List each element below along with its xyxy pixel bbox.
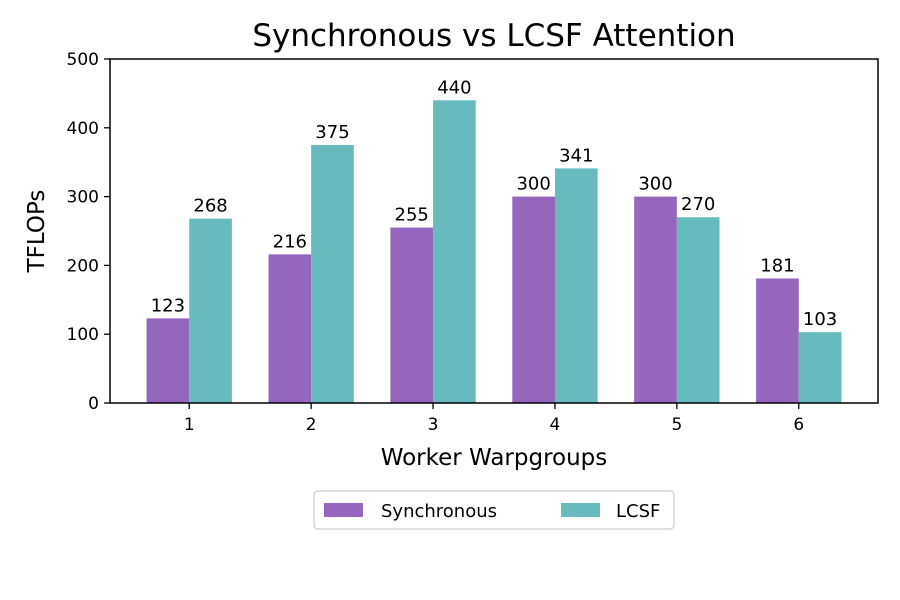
x-tick-label: 3 bbox=[428, 415, 439, 435]
y-tick-label: 0 bbox=[88, 394, 99, 414]
bar-value-label-lcsf-1: 268 bbox=[193, 196, 227, 217]
legend: Synchronous LCSF bbox=[313, 490, 675, 530]
bar-synchronous-3 bbox=[390, 227, 434, 403]
x-axis-label: Worker Warpgroups bbox=[381, 445, 608, 471]
bar-synchronous-5 bbox=[634, 196, 677, 403]
x-tick-label: 1 bbox=[184, 415, 195, 435]
bar-value-label-lcsf-2: 375 bbox=[315, 122, 349, 143]
bar-synchronous-2 bbox=[268, 254, 312, 403]
legend-label-synchronous: Synchronous bbox=[381, 501, 497, 522]
y-tick-label: 500 bbox=[67, 50, 99, 70]
bar-lcsf-5 bbox=[676, 217, 720, 403]
bar-lcsf-3 bbox=[433, 100, 476, 403]
bar-value-label-lcsf-3: 440 bbox=[437, 77, 471, 98]
bar-value-label-synchronous-4: 300 bbox=[516, 174, 550, 195]
x-tick-label: 4 bbox=[550, 415, 561, 435]
bar-synchronous-6 bbox=[756, 278, 799, 403]
legend-swatch-lcsf bbox=[561, 503, 600, 517]
bar-lcsf-6 bbox=[798, 332, 842, 403]
x-tick-label: 2 bbox=[306, 415, 317, 435]
y-axis-label: TFLOPs bbox=[24, 190, 50, 274]
bar-lcsf-4 bbox=[554, 168, 598, 403]
bar-value-label-synchronous-6: 181 bbox=[760, 255, 794, 276]
y-tick-label: 300 bbox=[67, 188, 99, 208]
legend-label-lcsf: LCSF bbox=[616, 501, 660, 522]
bar-synchronous-4 bbox=[512, 196, 555, 403]
y-tick-label: 400 bbox=[67, 119, 99, 139]
bars-layer bbox=[146, 100, 842, 403]
bar-labels-layer: 123 216 255 300 300 181 268 375 440 341 270 103 bbox=[151, 77, 838, 330]
y-axis: 0 100 200 300 400 500 bbox=[67, 50, 110, 414]
x-axis: 1 2 3 4 5 6 bbox=[184, 403, 804, 435]
x-tick-label: 6 bbox=[793, 415, 804, 435]
bar-synchronous-1 bbox=[146, 318, 190, 403]
bar-value-label-synchronous-1: 123 bbox=[151, 295, 185, 316]
bar-value-label-lcsf-5: 270 bbox=[681, 194, 715, 215]
chart-title: Synchronous vs LCSF Attention bbox=[252, 18, 735, 54]
y-tick-label: 200 bbox=[67, 256, 99, 276]
bar-value-label-synchronous-2: 216 bbox=[273, 231, 307, 252]
bar-lcsf-1 bbox=[189, 218, 232, 403]
plot-frame bbox=[109, 58, 879, 404]
legend-frame bbox=[313, 490, 675, 530]
x-tick-label: 5 bbox=[671, 415, 682, 435]
y-tick-label: 100 bbox=[67, 325, 99, 345]
bar-value-label-synchronous-3: 255 bbox=[395, 205, 429, 226]
legend-swatch-synchronous bbox=[324, 503, 363, 517]
bar-value-label-lcsf-4: 341 bbox=[559, 145, 593, 166]
bar-value-label-synchronous-5: 300 bbox=[638, 174, 672, 195]
bar-value-label-lcsf-6: 103 bbox=[803, 309, 837, 330]
bar-lcsf-2 bbox=[311, 145, 354, 403]
